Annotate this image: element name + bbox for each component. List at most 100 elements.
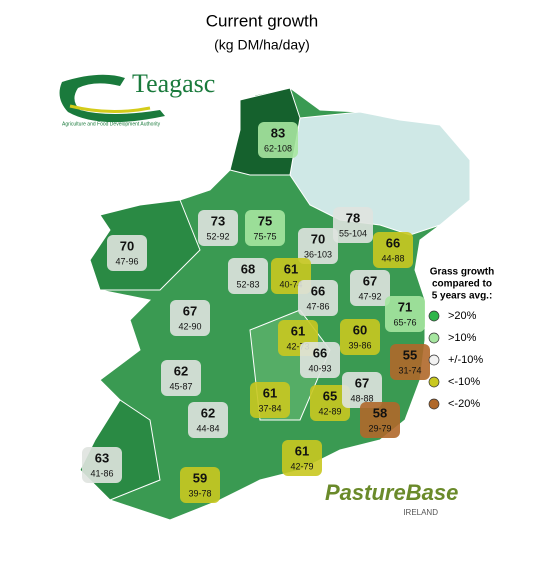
growth-value: 67: [355, 375, 369, 390]
growth-value: 65: [323, 388, 337, 403]
label-box: [170, 300, 210, 336]
growth-value: 61: [263, 385, 277, 400]
label-box: [198, 210, 238, 246]
growth-value: 83: [271, 125, 285, 140]
label-box: [342, 372, 382, 408]
growth-range: 42-73: [286, 341, 309, 351]
subtitle: (kg DM/ha/day): [214, 37, 310, 53]
growth-range: 47-96: [115, 256, 138, 266]
growth-value: 66: [313, 345, 327, 360]
growth-value: 62: [201, 405, 215, 420]
label-box: [300, 342, 340, 378]
growth-range: 36-103: [304, 249, 332, 259]
growth-range: 42-79: [290, 461, 313, 471]
label-box: [258, 122, 298, 158]
county-label: 61 42-79: [282, 440, 322, 476]
county-label: 62 44-84: [188, 402, 228, 438]
label-box: [310, 385, 350, 421]
county-label: 66 47-86: [298, 280, 338, 316]
legend-title: 5 years avg.:: [432, 291, 493, 302]
logo-accent: [69, 104, 151, 114]
county-label: 55 31-74: [390, 344, 430, 380]
county-label: 67 48-88: [342, 372, 382, 408]
legend-label: +/-10%: [448, 354, 483, 366]
brand: PastureBase IRELAND: [325, 480, 458, 517]
county-label: 75 75-75: [245, 210, 285, 246]
growth-value: 62: [174, 363, 188, 378]
growth-range: 52-83: [236, 279, 259, 289]
legend-swatch: [428, 310, 440, 322]
label-box: [161, 360, 201, 396]
growth-value: 63: [95, 450, 109, 465]
county-label: 67 47-92: [350, 270, 390, 306]
label-box: [333, 207, 373, 243]
legend-swatch: [428, 354, 440, 366]
growth-value: 71: [398, 299, 412, 314]
label-box: [390, 344, 430, 380]
northern-ireland: [289, 111, 471, 236]
growth-range: 37-84: [258, 403, 281, 413]
growth-value: 58: [373, 405, 387, 420]
county-label: 70 36-103: [298, 228, 338, 264]
growth-value: 55: [403, 347, 417, 362]
legend: Grass growth compared to 5 years avg.: >…: [428, 267, 494, 410]
growth-value: 60: [353, 322, 367, 337]
growth-range: 52-92: [206, 231, 229, 241]
growth-value: 66: [311, 283, 325, 298]
county-label: 65 42-89: [310, 385, 350, 421]
legend-label: <-20%: [448, 398, 480, 410]
legend-label: >10%: [448, 332, 477, 344]
county-label: 68 52-83: [228, 258, 268, 294]
growth-value: 61: [295, 443, 309, 458]
growth-range: 29-79: [368, 423, 391, 433]
label-box: [350, 270, 390, 306]
logo-name: Teagasc: [132, 69, 215, 98]
legend-swatch: [428, 398, 440, 410]
label-box: [298, 280, 338, 316]
growth-range: 44-84: [196, 423, 219, 433]
logo-tagline: Agriculture and Food Development Authori…: [62, 121, 161, 127]
county-label: 61 37-84: [250, 382, 290, 418]
growth-range: 55-104: [339, 228, 367, 238]
label-box: [250, 382, 290, 418]
growth-value: 78: [346, 210, 360, 225]
growth-range: 40-74: [279, 279, 302, 289]
county-label: 63 41-86: [82, 447, 122, 483]
growth-range: 31-74: [398, 365, 421, 375]
county-label: 60 39-86: [340, 319, 380, 355]
brand-name: PastureBase: [325, 480, 458, 505]
label-box: [107, 235, 147, 271]
growth-value: 67: [363, 273, 377, 288]
growth-range: 75-75: [253, 231, 276, 241]
growth-value: 67: [183, 303, 197, 318]
label-box: [298, 228, 338, 264]
growth-range: 41-86: [90, 468, 113, 478]
growth-value: 75: [258, 213, 272, 228]
growth-range: 44-88: [381, 253, 404, 263]
county-label: 78 55-104: [333, 207, 373, 243]
growth-value: 73: [211, 213, 225, 228]
growth-range: 39-86: [348, 340, 371, 350]
growth-range: 65-76: [393, 317, 416, 327]
growth-range: 40-93: [308, 363, 331, 373]
label-box: [245, 210, 285, 246]
growth-range: 42-90: [178, 321, 201, 331]
label-box: [188, 402, 228, 438]
growth-range: 42-89: [318, 406, 341, 416]
logo-swoosh: [59, 74, 165, 123]
county-label: 66 40-93: [300, 342, 340, 378]
legend-swatch: [428, 376, 440, 388]
growth-range: 47-92: [358, 291, 381, 301]
legend-swatch: [428, 332, 440, 344]
label-box: [385, 296, 425, 332]
logo: Teagasc Agriculture and Food Development…: [59, 69, 215, 127]
growth-value: 66: [386, 235, 400, 250]
growth-value: 61: [291, 323, 305, 338]
label-box: [373, 232, 413, 268]
label-box: [360, 402, 400, 438]
label-box: [228, 258, 268, 294]
growth-value: 68: [241, 261, 255, 276]
county-label: 58 29-79: [360, 402, 400, 438]
growth-value: 70: [311, 231, 325, 246]
